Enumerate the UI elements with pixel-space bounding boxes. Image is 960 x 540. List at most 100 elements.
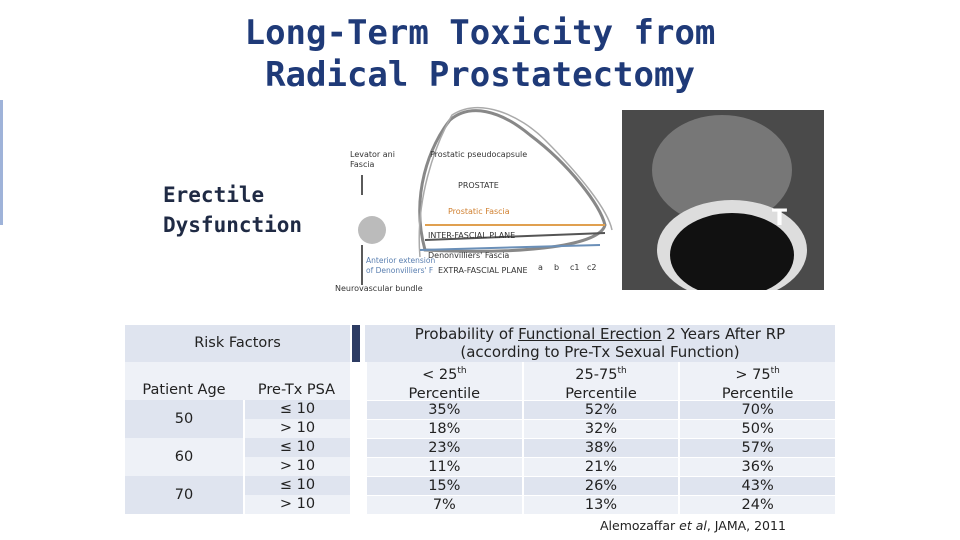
value-cell: 11% [365,457,522,476]
mri-label: T [772,206,787,231]
value: 13% [584,497,618,513]
value-cell: 7% [365,495,522,514]
value: 11% [428,459,461,475]
value: 52% [584,402,618,418]
capsule-line [418,106,613,258]
value-cell: 70% [678,400,835,419]
column-header: Pre-Tx PSA [243,381,350,400]
value: 43% [741,478,774,494]
heading-text: 2 Years After RP [661,325,786,343]
diagram-label: INTER-FASCIAL PLANE [428,231,515,240]
value-cell: 32% [521,419,679,438]
psa-cell: > 10 [245,419,350,438]
citation-etal: et al [679,518,707,533]
diagram-label: Neurovascular bundle [335,284,423,293]
plane-line [419,244,601,251]
header-text: Pre-Tx PSA [257,382,336,398]
age-cell: 60 [125,438,243,476]
age-cell: 50 [125,400,243,438]
age: 50 [174,411,194,427]
column-main: < 25 [422,366,458,383]
value: 15% [428,478,461,494]
value-cell: 57% [678,438,835,457]
value-cell: 23% [365,438,522,457]
header-text: Risk Factors [194,335,281,351]
value-cell: 24% [678,495,835,514]
diagram-label: EXTRA-FASCIAL PLANE [438,266,528,275]
citation: Alemozaffar et al, JAMA, 2011 [600,518,786,533]
left-header: Risk Factors [125,325,350,362]
side-label: Erectile Dysfunction [163,180,302,240]
column-sub: Percentile [721,385,794,402]
column-header: 25-75th Percentile [521,362,679,402]
value-cell: 52% [521,400,679,419]
value: 50% [741,421,774,437]
plane-label: c2 [587,263,597,272]
column-main: > 75 [735,366,771,383]
diagram-label: PROSTATE [458,181,499,190]
column-sup: th [617,366,627,376]
psa-cell: > 10 [245,457,350,476]
diagram-label: Prostatic pseudocapsule [430,150,527,159]
title-line: Radical Prostatectomy [265,55,695,95]
psa: ≤ 10 [279,477,316,493]
column-sup: th [457,366,467,376]
citation-rest: , JAMA, 2011 [706,518,786,533]
diagram-label: Anterior extension [366,256,435,265]
value-cell: 43% [678,476,835,495]
anatomy-diagram: Levator ani Fascia Prostatic pseudocapsu… [335,106,613,293]
value: 70% [741,402,774,418]
value: 24% [741,497,774,513]
value-cell: 26% [521,476,679,495]
age: 70 [174,487,194,503]
psa-cell: ≤ 10 [245,400,350,419]
psa: ≤ 10 [279,439,316,455]
right-heading: Probability of Functional Erection 2 Yea… [365,325,835,362]
heading-line: (according to Pre-Tx Sexual Function) [460,343,740,361]
value-cell: 21% [521,457,679,476]
value-cell: 38% [521,438,679,457]
column-header: Patient Age [125,381,243,400]
value-cell: 50% [678,419,835,438]
plane-line [424,232,606,241]
value-cell: 35% [365,400,522,419]
mri-image: T [622,110,824,290]
nvb [358,216,386,244]
psa-cell: ≤ 10 [245,476,350,495]
plane-label: a [538,263,543,272]
divider [352,325,360,362]
plane-label: c1 [570,263,580,272]
value: 32% [584,421,618,437]
psa: > 10 [279,496,316,512]
diagram-label: Denonvilliers' Fascia [428,251,509,260]
value-cell: 13% [521,495,679,514]
value: 38% [584,440,618,456]
heading-text: Functional Erection [518,325,662,343]
diagram-label: Fascia [350,160,375,169]
value-cell: 15% [365,476,522,495]
psa: > 10 [279,420,316,436]
side-label-line: Erectile [163,183,265,207]
column-header: > 75th Percentile [678,362,835,402]
value: 57% [741,440,774,456]
value: 36% [741,459,774,475]
age-cell: 70 [125,476,243,514]
value: 35% [428,402,461,418]
heading-line: Probability of Functional Erection 2 Yea… [365,325,835,343]
mri-tissue [652,115,792,225]
column-sup: th [770,366,780,376]
value: 23% [428,440,461,456]
psa-cell: ≤ 10 [245,438,350,457]
diagram-label: Prostatic Fascia [448,207,510,216]
edge-accent [0,100,3,225]
diagram-label: Levator ani [350,150,395,159]
column-title: > 75th [680,362,835,385]
column-title: 25-75th [524,362,679,385]
value-cell: 36% [678,457,835,476]
column-sub: Percentile [408,385,481,402]
diagram-label: of Denonvilliers' F [366,266,433,275]
citation-author: Alemozaffar [600,518,680,533]
value: 18% [428,421,461,437]
value: 21% [584,459,618,475]
